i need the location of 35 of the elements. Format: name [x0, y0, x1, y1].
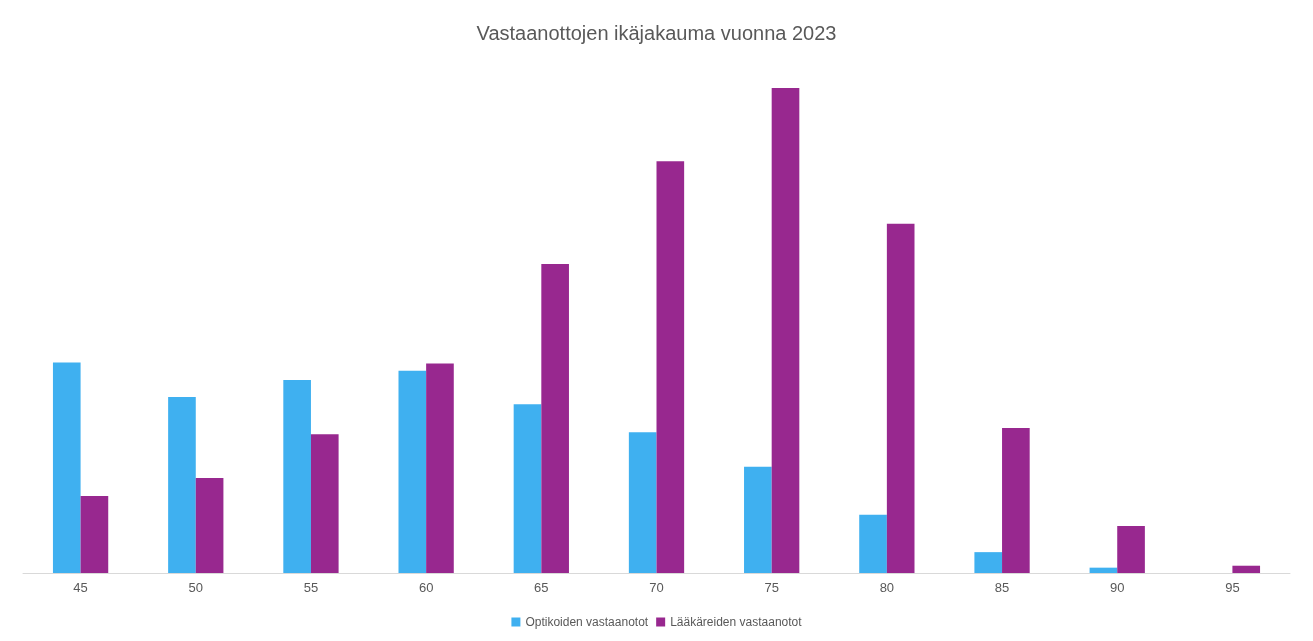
bar: [283, 379, 311, 573]
x-tick-label: 60: [418, 580, 434, 595]
bar: [656, 161, 685, 573]
bar: [1002, 427, 1030, 573]
bar: [80, 495, 109, 573]
x-tick-label: 75: [764, 580, 779, 595]
bar: [1089, 567, 1118, 573]
x-tick-label: 70: [649, 580, 664, 595]
x-tick-label: 45: [73, 580, 88, 595]
bar: [859, 514, 887, 573]
x-tick-label: 50: [188, 580, 204, 595]
bar: [628, 432, 657, 573]
bar: [886, 223, 915, 573]
bar: [1232, 565, 1261, 573]
bar: [310, 434, 339, 573]
legend-label: Lääkäreiden vastaanotot: [670, 615, 803, 629]
bar: [398, 370, 427, 573]
bar: [513, 404, 542, 573]
bar: [426, 363, 454, 573]
bar: [195, 477, 224, 573]
bar: [52, 362, 81, 573]
bar: [168, 396, 196, 573]
bar: [1117, 525, 1145, 573]
x-tick-label: 80: [879, 580, 895, 595]
bar: [541, 264, 569, 573]
legend-label: Optikoiden vastaanotot: [525, 615, 649, 629]
x-tick-label: 85: [994, 580, 1010, 595]
x-tick-label: 55: [303, 580, 319, 595]
x-tick-label: 95: [1225, 580, 1240, 595]
bar: [771, 88, 800, 573]
x-tick-label: 65: [534, 580, 549, 595]
bar: [974, 552, 1003, 573]
x-tick-label: 90: [1109, 580, 1125, 595]
bar: [744, 466, 772, 573]
chart-title: Vastaanottojen ikäjakauma vuonna 2023: [476, 22, 837, 44]
